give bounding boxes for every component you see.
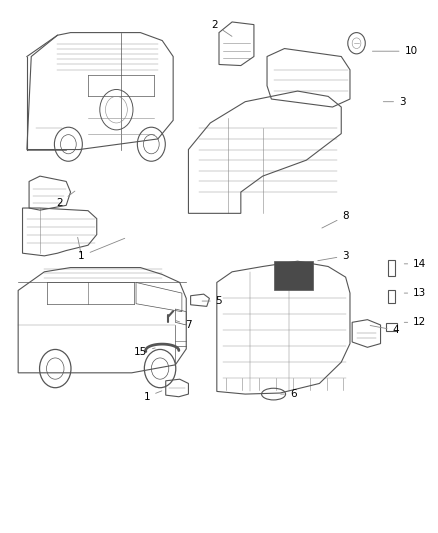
Text: 1: 1 xyxy=(144,391,162,402)
Bar xyxy=(386,324,397,331)
Text: 10: 10 xyxy=(372,46,418,56)
Text: 5: 5 xyxy=(202,296,223,306)
Bar xyxy=(388,260,396,276)
Text: 13: 13 xyxy=(404,288,427,298)
Text: 6: 6 xyxy=(281,389,297,399)
Text: 7: 7 xyxy=(176,320,192,330)
Bar xyxy=(388,290,395,303)
Bar xyxy=(274,261,313,290)
Text: 4: 4 xyxy=(370,325,399,335)
Text: 2: 2 xyxy=(57,191,75,208)
Text: 14: 14 xyxy=(404,259,427,269)
Text: 15: 15 xyxy=(134,346,155,357)
Text: 3: 3 xyxy=(318,251,349,261)
Text: 12: 12 xyxy=(404,317,427,327)
Text: 2: 2 xyxy=(211,20,232,36)
Text: 3: 3 xyxy=(383,96,406,107)
Text: 1: 1 xyxy=(78,238,125,261)
Text: 8: 8 xyxy=(322,211,349,228)
